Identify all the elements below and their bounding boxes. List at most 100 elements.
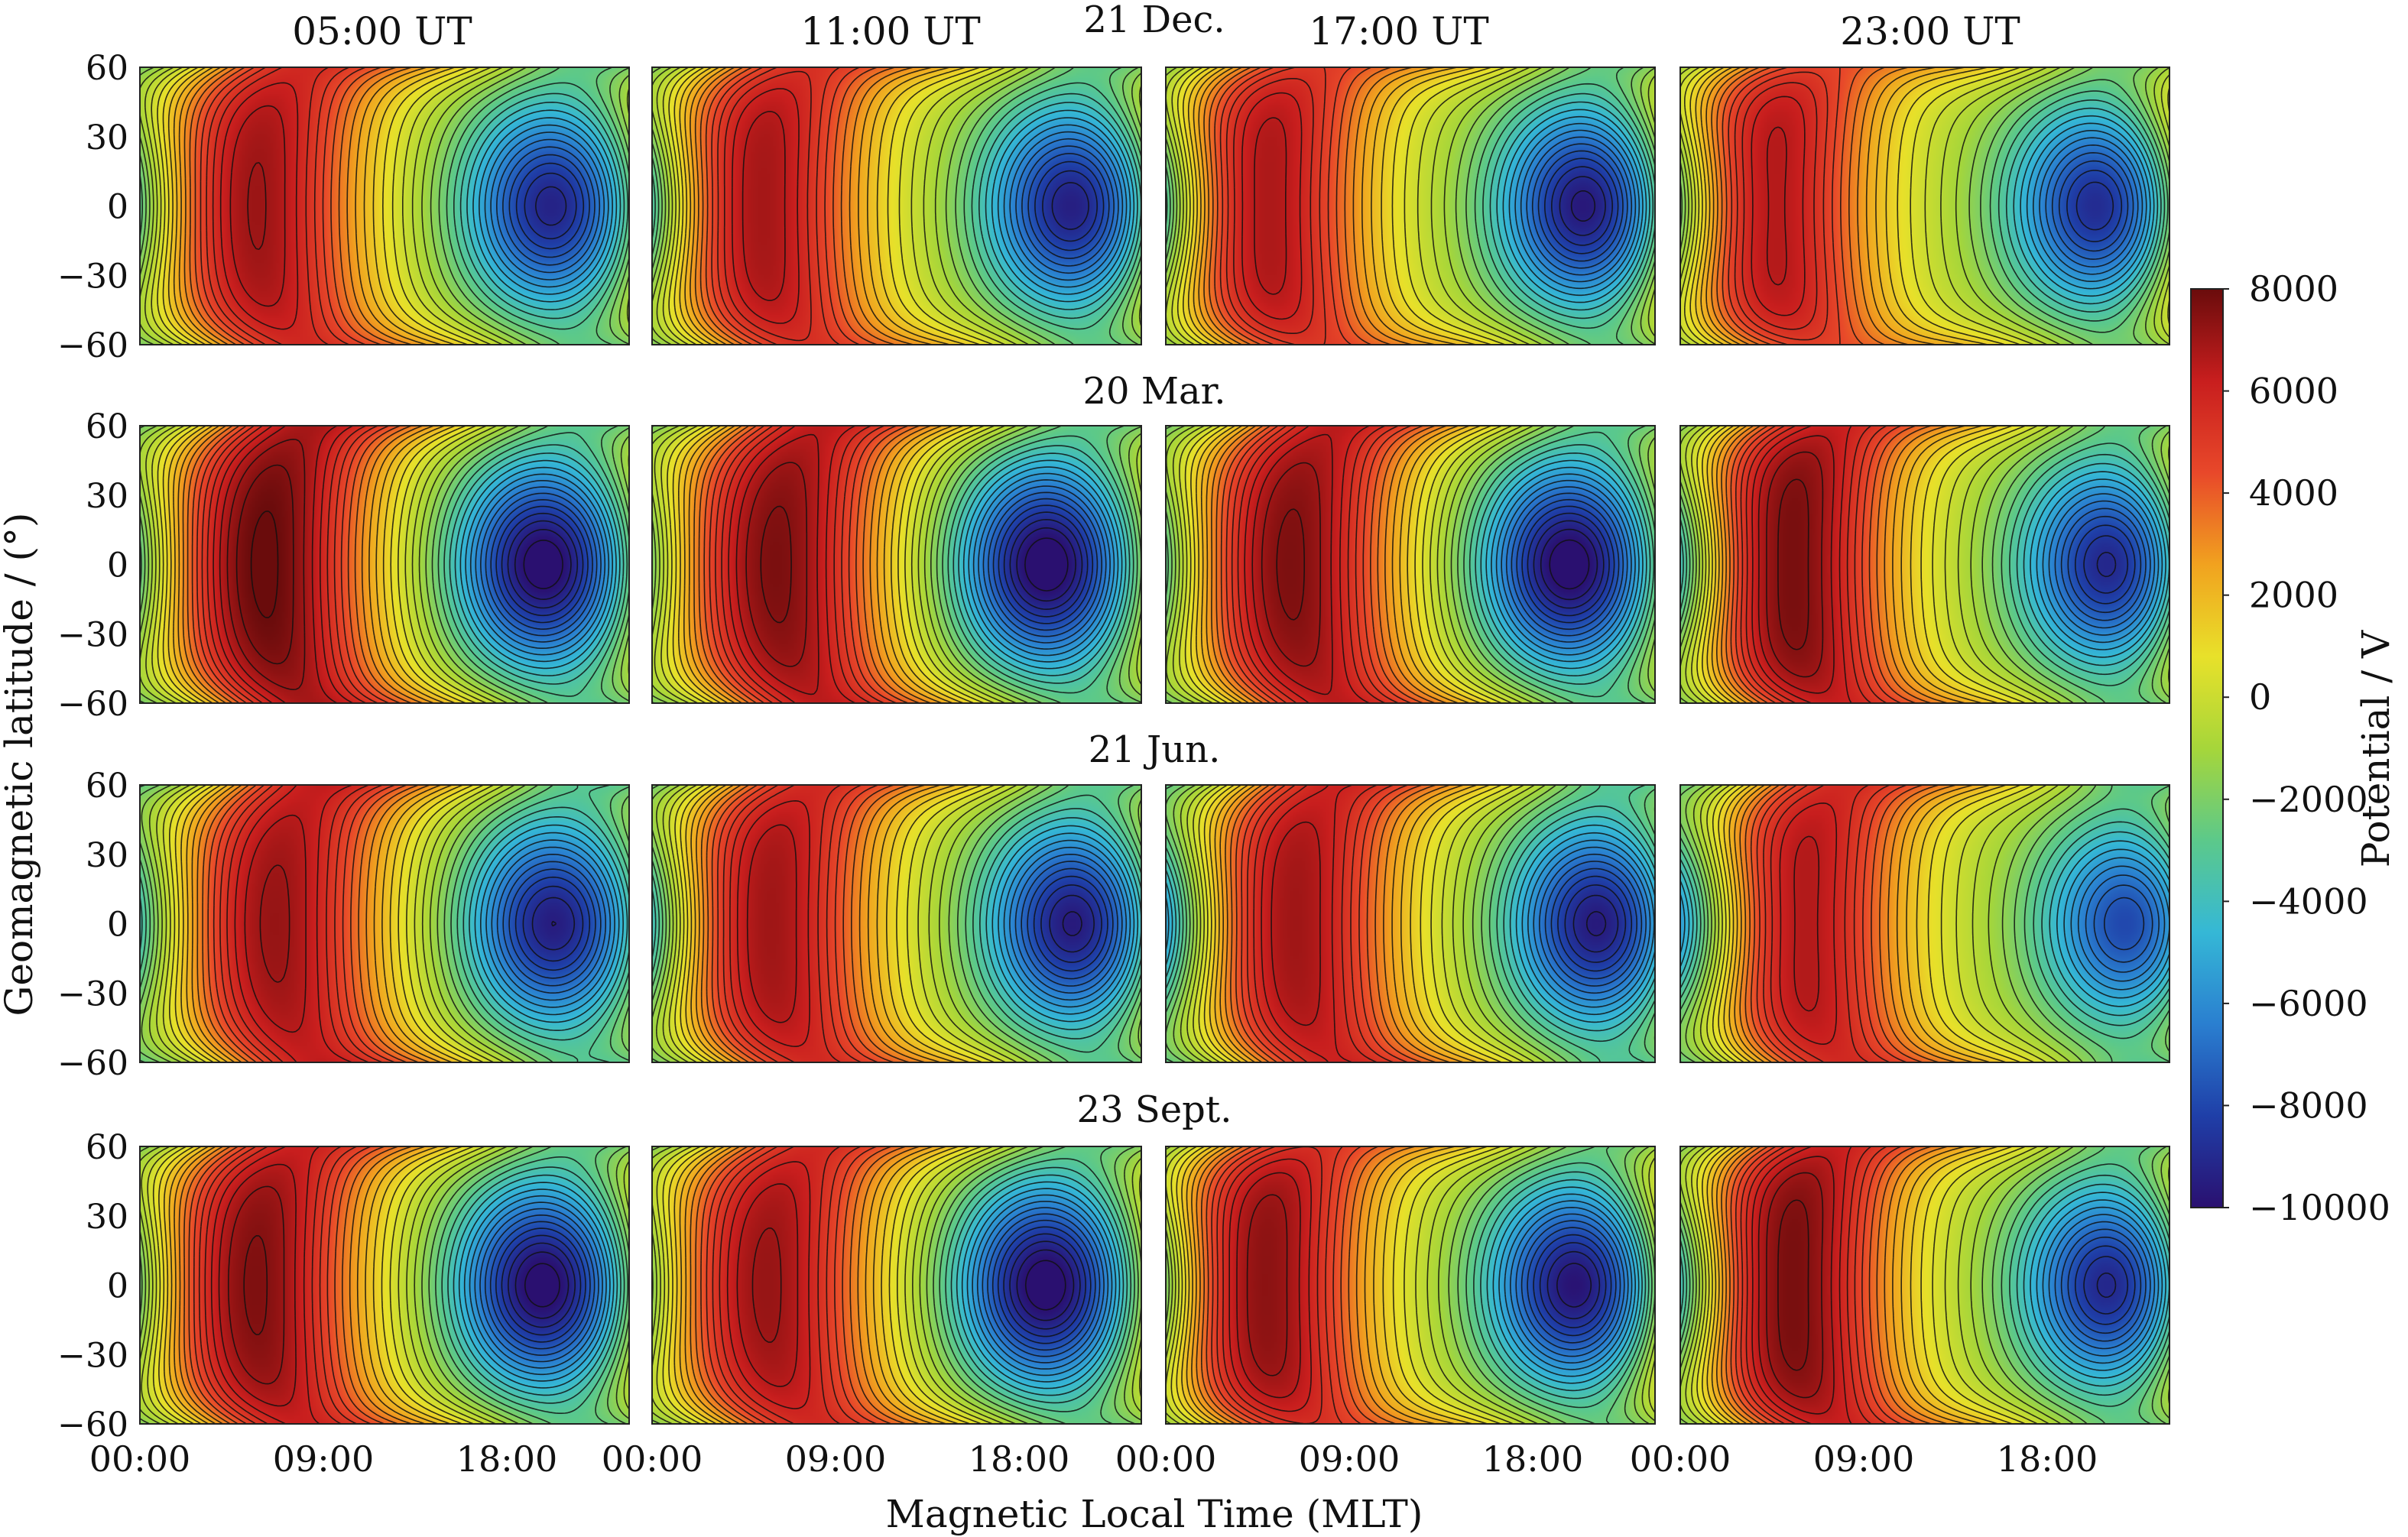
colorbar-tick-label: 6000: [2249, 371, 2338, 412]
y-tick-label: 60: [86, 49, 128, 88]
x-tick-label: 18:00: [969, 1438, 1070, 1480]
contour-lines: [1165, 66, 1656, 345]
y-tick-label: 30: [86, 836, 128, 875]
panel-frame: [139, 66, 630, 345]
potential-map: [1166, 426, 1655, 703]
x-tick-label: 00:00: [602, 1438, 703, 1480]
labels-group: 05:00 UT 11:00 UT 17:00 UT 23:00 UT 21 Dec. 2…: [0, 0, 2098, 1536]
panel-frame: [651, 66, 1142, 345]
potential-map: [652, 67, 1141, 345]
panels-group: [139, 66, 2170, 1425]
contour-panel: [139, 784, 630, 1063]
y-tick-label: 60: [86, 767, 128, 806]
x-tick-label: 09:00: [785, 1438, 887, 1480]
y-tick-label: 30: [86, 118, 128, 157]
panel-frame: [1679, 66, 2170, 345]
y-tick-label: −30: [57, 974, 128, 1013]
panel-frame: [1165, 784, 1656, 1063]
colorbar-tick-label: −4000: [2249, 880, 2368, 922]
column-title: 11:00 UT: [800, 9, 980, 54]
contour-panel: [1165, 425, 1656, 704]
contour-lines: [1679, 784, 2170, 1063]
panel-frame: [1679, 784, 2170, 1063]
panel-frame: [139, 1146, 630, 1425]
contour-panel: [139, 66, 630, 345]
contour-lines: [651, 425, 1142, 704]
row-title: 21 Jun.: [1089, 728, 1221, 771]
colorbar-tick-label: 4000: [2249, 472, 2338, 514]
colorbar-tick-label: −2000: [2249, 779, 2368, 820]
x-tick-label: 18:00: [1997, 1438, 2098, 1480]
x-tick-label: 09:00: [1813, 1438, 1915, 1480]
x-tick-label: 00:00: [89, 1438, 191, 1480]
contour-lines: [1679, 66, 2170, 345]
panel-frame: [651, 784, 1142, 1063]
potential-map: [140, 1146, 629, 1424]
y-tick-label: −60: [57, 685, 128, 724]
contour-panel: [1679, 425, 2170, 704]
row-title: 20 Mar.: [1082, 370, 1225, 413]
x-tick-label: 00:00: [1115, 1438, 1217, 1480]
y-tick-label: 0: [107, 906, 128, 945]
contour-lines: [139, 66, 630, 345]
colorbar-tick-label: −10000: [2249, 1187, 2390, 1228]
contour-panel: [651, 784, 1142, 1063]
potential-map: [1680, 785, 2169, 1062]
y-axis-label: Geomagnetic latitude / (°): [0, 512, 41, 1016]
y-tick-label: 0: [107, 546, 128, 585]
contour-lines: [1679, 1146, 2170, 1425]
colorbar-gradient: [2190, 288, 2224, 1208]
colorbar: 8000 6000 4000 2000 0 −2000 −4000 −6000 −8000 −10…: [2190, 268, 2398, 1228]
panel-frame: [651, 425, 1142, 704]
row-title: 21 Dec.: [1083, 0, 1225, 41]
y-tick-label: 60: [86, 1128, 128, 1167]
contour-lines: [1165, 784, 1656, 1063]
contour-panel: [139, 1146, 630, 1425]
potential-map: [140, 426, 629, 703]
panel-frame: [1165, 425, 1656, 704]
panel-frame: [651, 1146, 1142, 1425]
y-tick-label: −60: [57, 1044, 128, 1083]
y-tick-label: −30: [57, 257, 128, 296]
y-tick-label: −30: [57, 1336, 128, 1375]
contour-panel: [1679, 784, 2170, 1063]
x-tick-label: 09:00: [273, 1438, 375, 1480]
contour-lines: [1679, 425, 2170, 704]
colorbar-tick-label: −6000: [2249, 983, 2368, 1024]
contour-lines: [1165, 1146, 1656, 1425]
column-title: 05:00 UT: [292, 9, 472, 54]
y-tick-label: 60: [86, 407, 128, 446]
colorbar-label: Potential / V: [2354, 630, 2398, 867]
contour-panel: [651, 66, 1142, 345]
contour-lines: [1165, 425, 1656, 704]
contour-lines: [139, 1146, 630, 1425]
x-axis-label: Magnetic Local Time (MLT): [886, 1492, 1423, 1536]
potential-map: [1680, 426, 2169, 703]
contour-panel: [1679, 1146, 2170, 1425]
x-tick-label: 00:00: [1630, 1438, 1731, 1480]
column-title: 17:00 UT: [1309, 9, 1488, 54]
y-tick-label: 0: [107, 188, 128, 227]
contour-lines: [139, 784, 630, 1063]
contour-lines: [139, 425, 630, 704]
contour-panel: [1679, 66, 2170, 345]
panel-frame: [1165, 66, 1656, 345]
contour-panel: [651, 425, 1142, 704]
y-tick-label: 30: [86, 1198, 128, 1237]
y-tick-label: −60: [57, 1406, 128, 1445]
contour-panel: [1165, 66, 1656, 345]
contour-panel: [1165, 1146, 1656, 1425]
y-tick-label: −60: [57, 326, 128, 365]
potential-map: [1166, 67, 1655, 345]
colorbar-tick-label: −8000: [2249, 1085, 2368, 1126]
x-tick-label: 18:00: [456, 1438, 558, 1480]
panel-frame: [1165, 1146, 1656, 1425]
y-tick-label: 0: [107, 1267, 128, 1306]
y-tick-label: 30: [86, 477, 128, 516]
potential-map: [652, 426, 1141, 703]
colorbar-tick-label: 8000: [2249, 268, 2338, 310]
panel-frame: [139, 425, 630, 704]
colorbar-tick-label: 2000: [2249, 575, 2338, 616]
y-tick-label: −30: [57, 615, 128, 654]
contour-panel: [651, 1146, 1142, 1425]
